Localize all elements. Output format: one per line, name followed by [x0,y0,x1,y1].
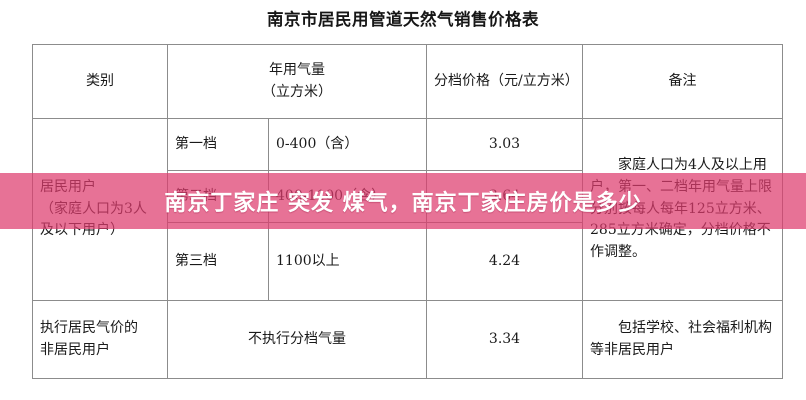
cell-category-nonresidential: 执行居民气价的 非居民用户 [32,300,168,379]
page-title: 南京市居民用管道天然气销售价格表 [267,10,539,29]
cell-volume-3: 1100以上 [268,222,427,301]
column-header-category: 类别 [32,44,168,119]
cell-note-nonresidential: 包括学校、社会福利机构等非居民用户 [582,300,783,379]
category-nonres-line-2: 非居民用户 [40,341,110,358]
watermark-banner-text: 南京丁家庄 突发 煤气，南京丁家庄房价是多少 [164,191,642,216]
table-row: 居民用户 （家庭人口为3人 及以下用户） 第一档 0-400（含） 3.03 家… [32,118,783,301]
table-header-row: 类别 年用气量 （立方米） 分档价格（元/立方米） 备注 [32,44,783,119]
table-row: 第三档 1100以上 4.24 [33,222,783,301]
cell-volume-1: 0-400（含） [268,118,427,171]
cell-price-1: 3.03 [426,118,583,171]
cell-price-4: 3.34 [426,300,583,379]
column-header-volume: 年用气量 （立方米） [167,44,427,119]
cell-volume-4: 不执行分档气量 [167,300,427,379]
column-header-price: 分档价格（元/立方米） [426,44,583,119]
cell-tier-3: 第三档 [167,222,269,301]
column-header-note: 备注 [582,44,783,119]
cell-tier-1: 第一档 [167,118,269,171]
column-header-volume-line2: （立方米） [262,83,332,100]
table-row: 执行居民气价的 非居民用户 不执行分档气量 3.34 包括学校、社会福利机构等非… [32,300,783,379]
category-nonres-line-1: 执行居民气价的 [40,319,138,336]
watermark-banner: 南京丁家庄 突发 煤气，南京丁家庄房价是多少 [0,173,806,229]
cell-price-3: 4.24 [426,222,583,301]
column-header-volume-line1: 年用气量 [269,61,325,78]
